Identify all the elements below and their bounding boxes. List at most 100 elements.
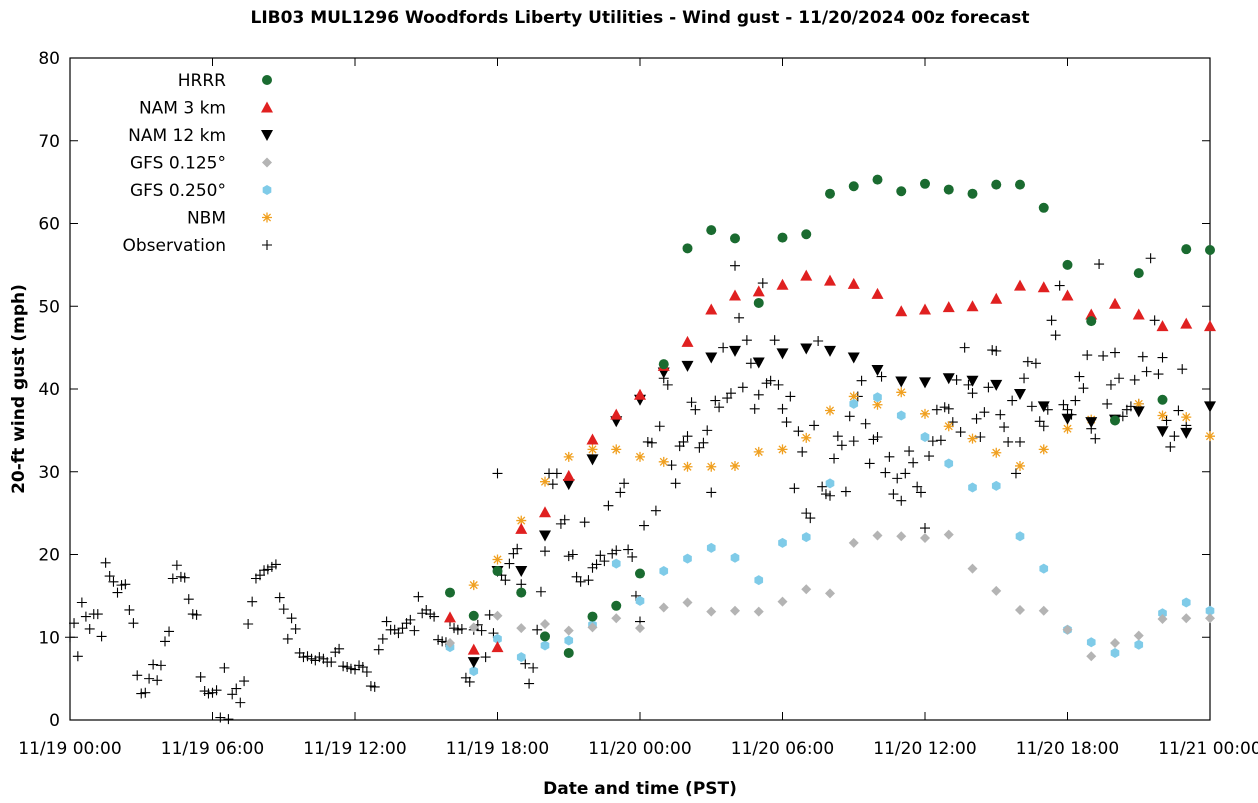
observation-point — [654, 421, 665, 432]
observation-point — [255, 570, 265, 581]
nam-3-km-point — [1014, 279, 1026, 291]
nam-12-km-point — [1180, 427, 1193, 439]
gfs-0-250-point — [469, 666, 479, 677]
hrrr-point — [635, 568, 645, 579]
observation-point — [520, 658, 531, 669]
observation-point — [65, 632, 75, 643]
series-gfs-0-250 — [445, 392, 1215, 677]
gfs-0-125-point — [1110, 638, 1120, 649]
observation-point — [935, 435, 946, 446]
hrrr-point — [1086, 316, 1097, 327]
x-tick-label: 11/20 12:00 — [873, 739, 976, 759]
nbm-point — [991, 447, 1002, 458]
observation-point — [207, 687, 218, 698]
observation-point — [167, 573, 178, 584]
observation-point — [361, 667, 372, 678]
gfs-0-125-point — [1157, 614, 1168, 625]
observation-point — [1149, 315, 1160, 326]
observation-point — [1094, 259, 1105, 270]
observation-point — [532, 624, 543, 635]
observation-point — [282, 633, 293, 644]
observation-point — [920, 523, 930, 534]
observation-point — [836, 440, 847, 451]
x-tick-label: 11/20 06:00 — [731, 739, 834, 759]
y-tick-label: 40 — [38, 380, 60, 400]
nam-12-km-point — [990, 379, 1003, 391]
nam-12-km-point — [467, 657, 480, 669]
observation-point — [120, 579, 131, 590]
hrrr-point — [1181, 244, 1192, 255]
observation-point — [262, 564, 273, 575]
nbm-point — [682, 461, 693, 472]
observation-point — [1030, 358, 1041, 369]
y-axis-label: 20-ft wind gust (mph) — [9, 284, 29, 494]
observation-point — [504, 558, 515, 569]
observation-point — [1078, 383, 1089, 394]
observation-point — [686, 397, 697, 408]
observation-point — [825, 490, 835, 501]
observation-point — [429, 611, 440, 622]
nam-3-km-point — [539, 506, 551, 518]
gfs-0-125-point — [777, 596, 788, 607]
nam-12-km-point — [800, 343, 813, 355]
observation-point — [1070, 395, 1081, 406]
observation-point — [433, 634, 444, 645]
gfs-0-125-point — [825, 588, 835, 599]
observation-point — [1157, 352, 1168, 363]
observation-point — [456, 623, 467, 634]
observation-point — [1102, 398, 1113, 409]
hrrr-point — [1062, 259, 1073, 270]
gfs-0-125-point — [611, 613, 622, 624]
hrrr-point — [1133, 268, 1144, 279]
observation-point — [967, 388, 978, 399]
observation-point — [848, 436, 859, 447]
hrrr-point — [468, 610, 479, 621]
observation-point — [421, 604, 432, 615]
observation-point — [829, 453, 840, 464]
nbm-point — [943, 421, 954, 432]
nbm-point — [730, 460, 740, 471]
observation-point — [611, 545, 622, 556]
observation-point — [405, 614, 416, 625]
observation-point — [1169, 431, 1180, 442]
observation-point — [227, 689, 238, 700]
observation-point — [856, 375, 867, 386]
nbm-point — [848, 391, 859, 402]
observation-point — [1022, 356, 1033, 367]
observation-point — [76, 597, 87, 608]
gfs-0-125-point — [896, 531, 907, 542]
observation-point — [393, 628, 404, 639]
observation-point — [219, 662, 230, 673]
gfs-0-125-point — [563, 625, 574, 636]
observation-point — [741, 335, 752, 346]
series-gfs-0-125 — [445, 529, 1215, 662]
gfs-0-250-point — [611, 558, 621, 569]
gfs-0-125-point — [635, 623, 645, 634]
observation-point — [888, 489, 899, 500]
nbm-point — [801, 432, 812, 443]
observation-point — [987, 345, 998, 356]
observation-point — [203, 688, 214, 699]
nam-3-km-point — [1037, 281, 1050, 293]
nbm-point — [587, 444, 598, 455]
observation-point — [235, 697, 246, 708]
observation-point — [1137, 351, 1148, 362]
nam-3-km-point — [586, 433, 599, 445]
observation-point — [373, 644, 384, 655]
observation-point — [464, 676, 475, 687]
observation-point — [96, 631, 107, 642]
nam-3-km-point — [871, 287, 884, 299]
gfs-0-125-point — [468, 622, 479, 633]
observation-point — [500, 575, 511, 586]
observation-point — [195, 671, 206, 682]
gfs-0-250-point — [825, 478, 835, 489]
nam-3-km-point — [1156, 320, 1169, 332]
observation-point — [797, 446, 808, 457]
observation-point — [908, 457, 919, 468]
observation-point — [298, 652, 309, 663]
observation-point — [104, 571, 115, 582]
hrrr-point — [967, 188, 978, 199]
series-nam-3-km — [444, 269, 1216, 655]
y-tick-label: 70 — [38, 132, 60, 152]
observation-point — [132, 670, 143, 681]
